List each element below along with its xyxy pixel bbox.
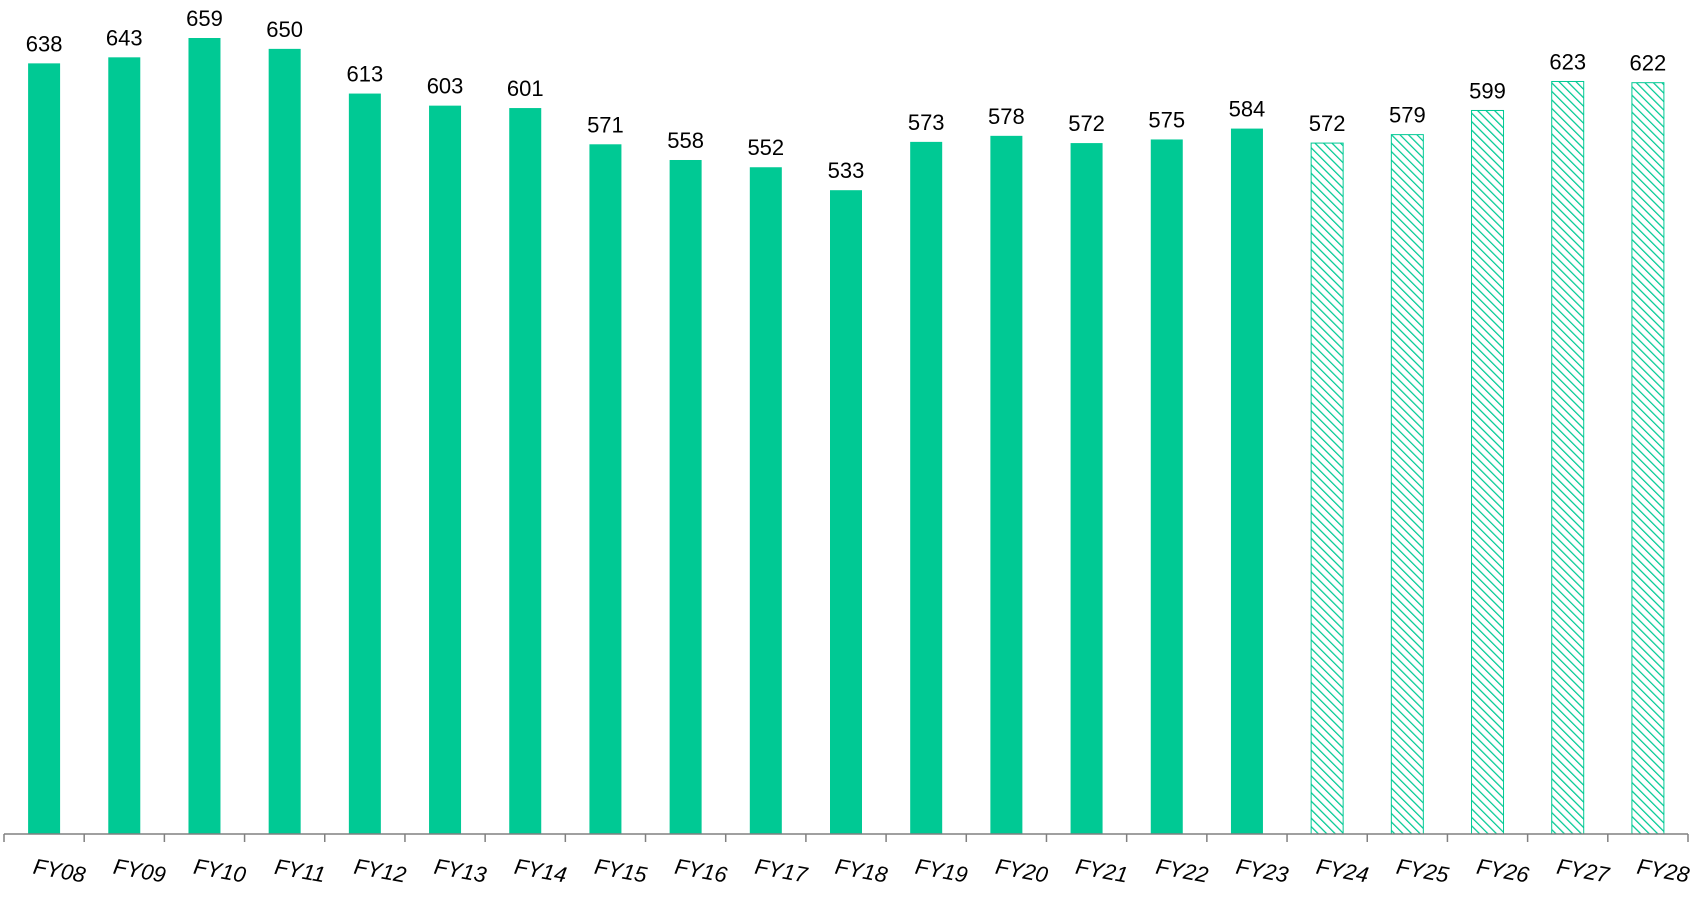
value-label-fy16: 558 — [667, 128, 704, 153]
value-label-fy13: 603 — [427, 74, 464, 99]
value-label-fy15: 571 — [587, 112, 624, 137]
x-tick-label-fy25: FY25 — [1395, 854, 1452, 888]
bar-fy11 — [268, 48, 301, 834]
bar-fy25 — [1390, 134, 1424, 835]
x-tick-label-fy20: FY20 — [994, 854, 1051, 888]
bar-fy18 — [830, 190, 862, 835]
bar-fy12 — [348, 93, 381, 834]
x-tick-label-fy09: FY09 — [112, 854, 168, 888]
bar-fy14 — [509, 108, 542, 834]
value-label-fy19: 573 — [908, 110, 945, 135]
value-label-fy23: 584 — [1229, 97, 1266, 122]
x-axis-labels-group: FY08 FY09 FY10 FY11 FY12 FY13 FY14 FY15 FY16 FY17… — [31, 854, 1692, 888]
bar-fy24 — [1310, 142, 1344, 835]
x-tick-label-fy19: FY19 — [913, 854, 969, 888]
value-label-fy21: 572 — [1068, 111, 1105, 136]
x-tick-label-fy08: FY08 — [31, 854, 88, 888]
bar-fy19 — [910, 141, 943, 834]
x-tick-label-fy26: FY26 — [1475, 854, 1532, 888]
bar-fy28 — [1631, 82, 1665, 835]
value-label-fy24: 572 — [1309, 111, 1346, 136]
value-label-fy11: 650 — [266, 17, 303, 42]
x-tick-label-fy28: FY28 — [1635, 854, 1692, 888]
value-label-fy25: 579 — [1389, 103, 1426, 128]
value-label-fy20: 578 — [988, 104, 1025, 129]
bar-fy17 — [749, 167, 782, 834]
value-labels-group: 638 643 659 650 613 603 601 571 558 552 533 573 578 5… — [26, 6, 1667, 183]
bar-fy26 — [1471, 109, 1505, 835]
x-tick-label-fy10: FY10 — [192, 854, 249, 888]
bars-group — [28, 38, 1665, 835]
value-label-fy27: 623 — [1549, 49, 1586, 74]
x-tick-label-fy17: FY17 — [753, 854, 810, 888]
bar-fy27 — [1551, 80, 1585, 835]
x-tick-label-fy16: FY16 — [673, 854, 730, 888]
x-tick-label-fy27: FY27 — [1555, 854, 1612, 888]
value-label-fy08: 638 — [26, 31, 63, 56]
x-tick-label-fy15: FY15 — [593, 854, 650, 888]
value-label-fy09: 643 — [106, 25, 143, 50]
value-label-fy28: 622 — [1630, 51, 1667, 76]
x-tick-label-fy22: FY22 — [1154, 854, 1210, 888]
value-label-fy22: 575 — [1148, 107, 1185, 132]
x-tick-label-fy21: FY21 — [1074, 854, 1130, 888]
bar-fy23 — [1230, 128, 1263, 835]
value-label-fy12: 613 — [346, 62, 383, 87]
value-label-fy14: 601 — [507, 76, 544, 101]
bar-fy09 — [108, 57, 141, 835]
bar-fy10 — [188, 38, 221, 834]
bar-fy22 — [1150, 139, 1183, 834]
bar-fy08 — [28, 63, 61, 834]
x-axis-ticks-group — [3, 834, 1689, 842]
x-tick-label-fy13: FY13 — [432, 854, 489, 888]
x-tick-label-fy18: FY18 — [833, 854, 890, 888]
bar-fy13 — [429, 105, 462, 834]
bar-fy16 — [669, 159, 702, 835]
x-tick-label-fy11: FY11 — [273, 854, 328, 887]
bar-fy15 — [589, 144, 622, 835]
bar-fy21 — [1070, 143, 1103, 835]
x-tick-label-fy12: FY12 — [352, 854, 408, 888]
value-label-fy26: 599 — [1469, 78, 1506, 103]
value-label-fy18: 533 — [828, 158, 865, 183]
bar-fy20 — [990, 135, 1023, 834]
x-tick-label-fy14: FY14 — [512, 854, 568, 888]
x-tick-label-fy23: FY23 — [1234, 854, 1291, 888]
value-label-fy17: 552 — [747, 135, 784, 160]
value-label-fy10: 659 — [186, 6, 223, 31]
x-tick-label-fy24: FY24 — [1314, 854, 1370, 888]
